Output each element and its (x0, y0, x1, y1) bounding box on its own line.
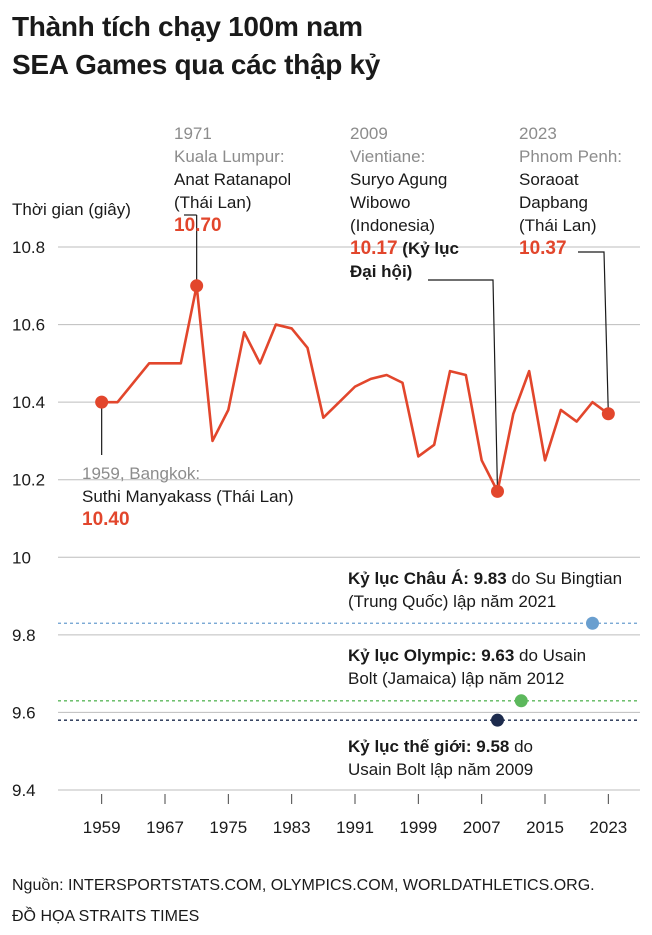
annotation-1971-athlete-1: Anat Ratanapol (174, 170, 292, 189)
annotation-2009-athlete-2: Wibowo (350, 193, 411, 212)
title-line-2: SEA Games qua các thập kỷ (12, 49, 381, 80)
annotation-2009-athlete-1: Suryo Agung (350, 170, 448, 189)
y-tick-label-10.2: 10.2 (12, 471, 45, 490)
x-tick-label-2015: 2015 (526, 818, 564, 837)
y-tick-label-10.4: 10.4 (12, 393, 45, 412)
series-line (101, 284, 610, 493)
y-tick-label-9.8: 9.8 (12, 626, 36, 645)
annotation-1959-year: 1959, Bangkok: (82, 464, 201, 483)
x-tick-label-2007: 2007 (463, 818, 501, 837)
annotation-2023: 2023 Phnom Penh: Soraoat Dapbang (Thái L… (519, 122, 622, 260)
annotation-1971-place: Kuala Lumpur: (174, 147, 285, 166)
annotation-2009-value: 10.17 (350, 238, 398, 259)
results-line (101, 284, 610, 493)
x-tick-label-2023: 2023 (589, 818, 627, 837)
record-point-2 (491, 713, 504, 727)
source-line-2: ĐỒ HỌA STRAITS TIMES (12, 908, 200, 925)
world-record-rest: do (509, 737, 533, 756)
annotation-1971-athlete-2: (Thái Lan) (174, 193, 252, 212)
annotation-2009-year: 2009 (350, 124, 388, 143)
olympic-record-rest: do Usain (514, 646, 587, 665)
x-tick-label-1991: 1991 (336, 818, 374, 837)
chart-title: Thành tích chạy 100m nam SEA Games qua c… (12, 8, 632, 84)
olympic-record-label: Kỷ lục Olympic: 9.63 do Usain Bolt (Jama… (348, 644, 586, 690)
y-tick-label-10.6: 10.6 (12, 316, 45, 335)
annotation-2009-place: Vientiane: (350, 147, 426, 166)
leader-2009 (428, 279, 499, 492)
annotation-2009-note-1: (Kỷ lục (402, 239, 459, 258)
x-tick-label-1999: 1999 (399, 818, 437, 837)
asian-record-rest: do Su Bingtian (506, 569, 623, 588)
leader-2023 (578, 251, 609, 414)
asian-record-bold: Kỷ lục Châu Á: 9.83 (348, 569, 507, 588)
x-tick-label-1983: 1983 (273, 818, 311, 837)
world-record-label: Kỷ lục thế giới: 9.58 do Usain Bolt lập … (348, 735, 533, 781)
annotation-1959-value: 10.40 (82, 509, 130, 530)
annotation-1971-value: 10.70 (174, 215, 222, 236)
highlight-point-2023 (601, 407, 615, 421)
source-line-1: Nguồn: INTERSPORTSTATS.COM, OLYMPICS.COM… (12, 877, 595, 894)
highlight-point-1959 (95, 395, 109, 409)
y-tick-label-9.6: 9.6 (12, 703, 36, 722)
annotation-2023-place: Phnom Penh: (519, 147, 623, 166)
world-record-line-2: Usain Bolt lập năm 2009 (348, 760, 534, 779)
world-record-bold: Kỷ lục thế giới: 9.58 (348, 737, 510, 756)
annotation-2023-year: 2023 (519, 124, 557, 143)
reference-lines (58, 622, 640, 721)
x-tick-label-1959: 1959 (83, 818, 121, 837)
y-tick-label-9.4: 9.4 (12, 781, 36, 800)
annotation-2009: 2009 Vientiane: Suryo Agung Wibowo (Indo… (350, 122, 459, 283)
annotation-2009-athlete-3: (Indonesia) (350, 216, 436, 235)
x-axis: 1959 1967 1975 1983 1991 1999 2007 2015 2023 (83, 794, 627, 837)
source-note: Nguồn: INTERSPORTSTATS.COM, OLYMPICS.COM… (12, 870, 652, 932)
annotation-2023-athlete-1: Soraoat (519, 170, 579, 189)
record-point-0 (586, 616, 599, 630)
y-tick-label-10.8: 10.8 (12, 238, 45, 257)
highlight-point-2009 (491, 484, 504, 498)
highlight-point-1971 (190, 279, 204, 293)
gridlines: 9.4 9.6 9.8 10 10.2 10.4 10.6 10.8 (12, 238, 640, 800)
annotation-1971-year: 1971 (174, 124, 212, 143)
annotation-leaders (101, 214, 609, 492)
y-tick-label-10: 10 (12, 548, 31, 567)
highlight-points (95, 279, 615, 727)
y-axis-label: Thời gian (giây) (12, 200, 131, 219)
asian-record-line-2: (Trung Quốc) lập năm 2021 (348, 592, 557, 611)
title-line-1: Thành tích chạy 100m nam (12, 11, 363, 42)
annotation-1971: 1971 Kuala Lumpur: Anat Ratanapol (Thái … (174, 122, 291, 237)
olympic-record-bold: Kỷ lục Olympic: 9.63 (348, 646, 515, 665)
annotation-2023-athlete-3: (Thái Lan) (519, 216, 597, 235)
annotation-1959-athlete: Suthi Manyakass (Thái Lan) (82, 487, 294, 506)
annotation-2009-note-2: Đại hội) (350, 262, 413, 281)
x-tick-label-1975: 1975 (209, 818, 247, 837)
annotation-2023-value: 10.37 (519, 238, 567, 259)
x-tick-label-1967: 1967 (146, 818, 184, 837)
asian-record-label: Kỷ lục Châu Á: 9.83 do Su Bingtian (Trun… (348, 567, 622, 613)
annotation-1959: 1959, Bangkok: Suthi Manyakass (Thái Lan… (82, 462, 294, 531)
annotation-2023-athlete-2: Dapbang (519, 193, 589, 212)
olympic-record-line-2: Bolt (Jamaica) lập năm 2012 (348, 669, 565, 688)
record-point-1 (514, 694, 528, 708)
